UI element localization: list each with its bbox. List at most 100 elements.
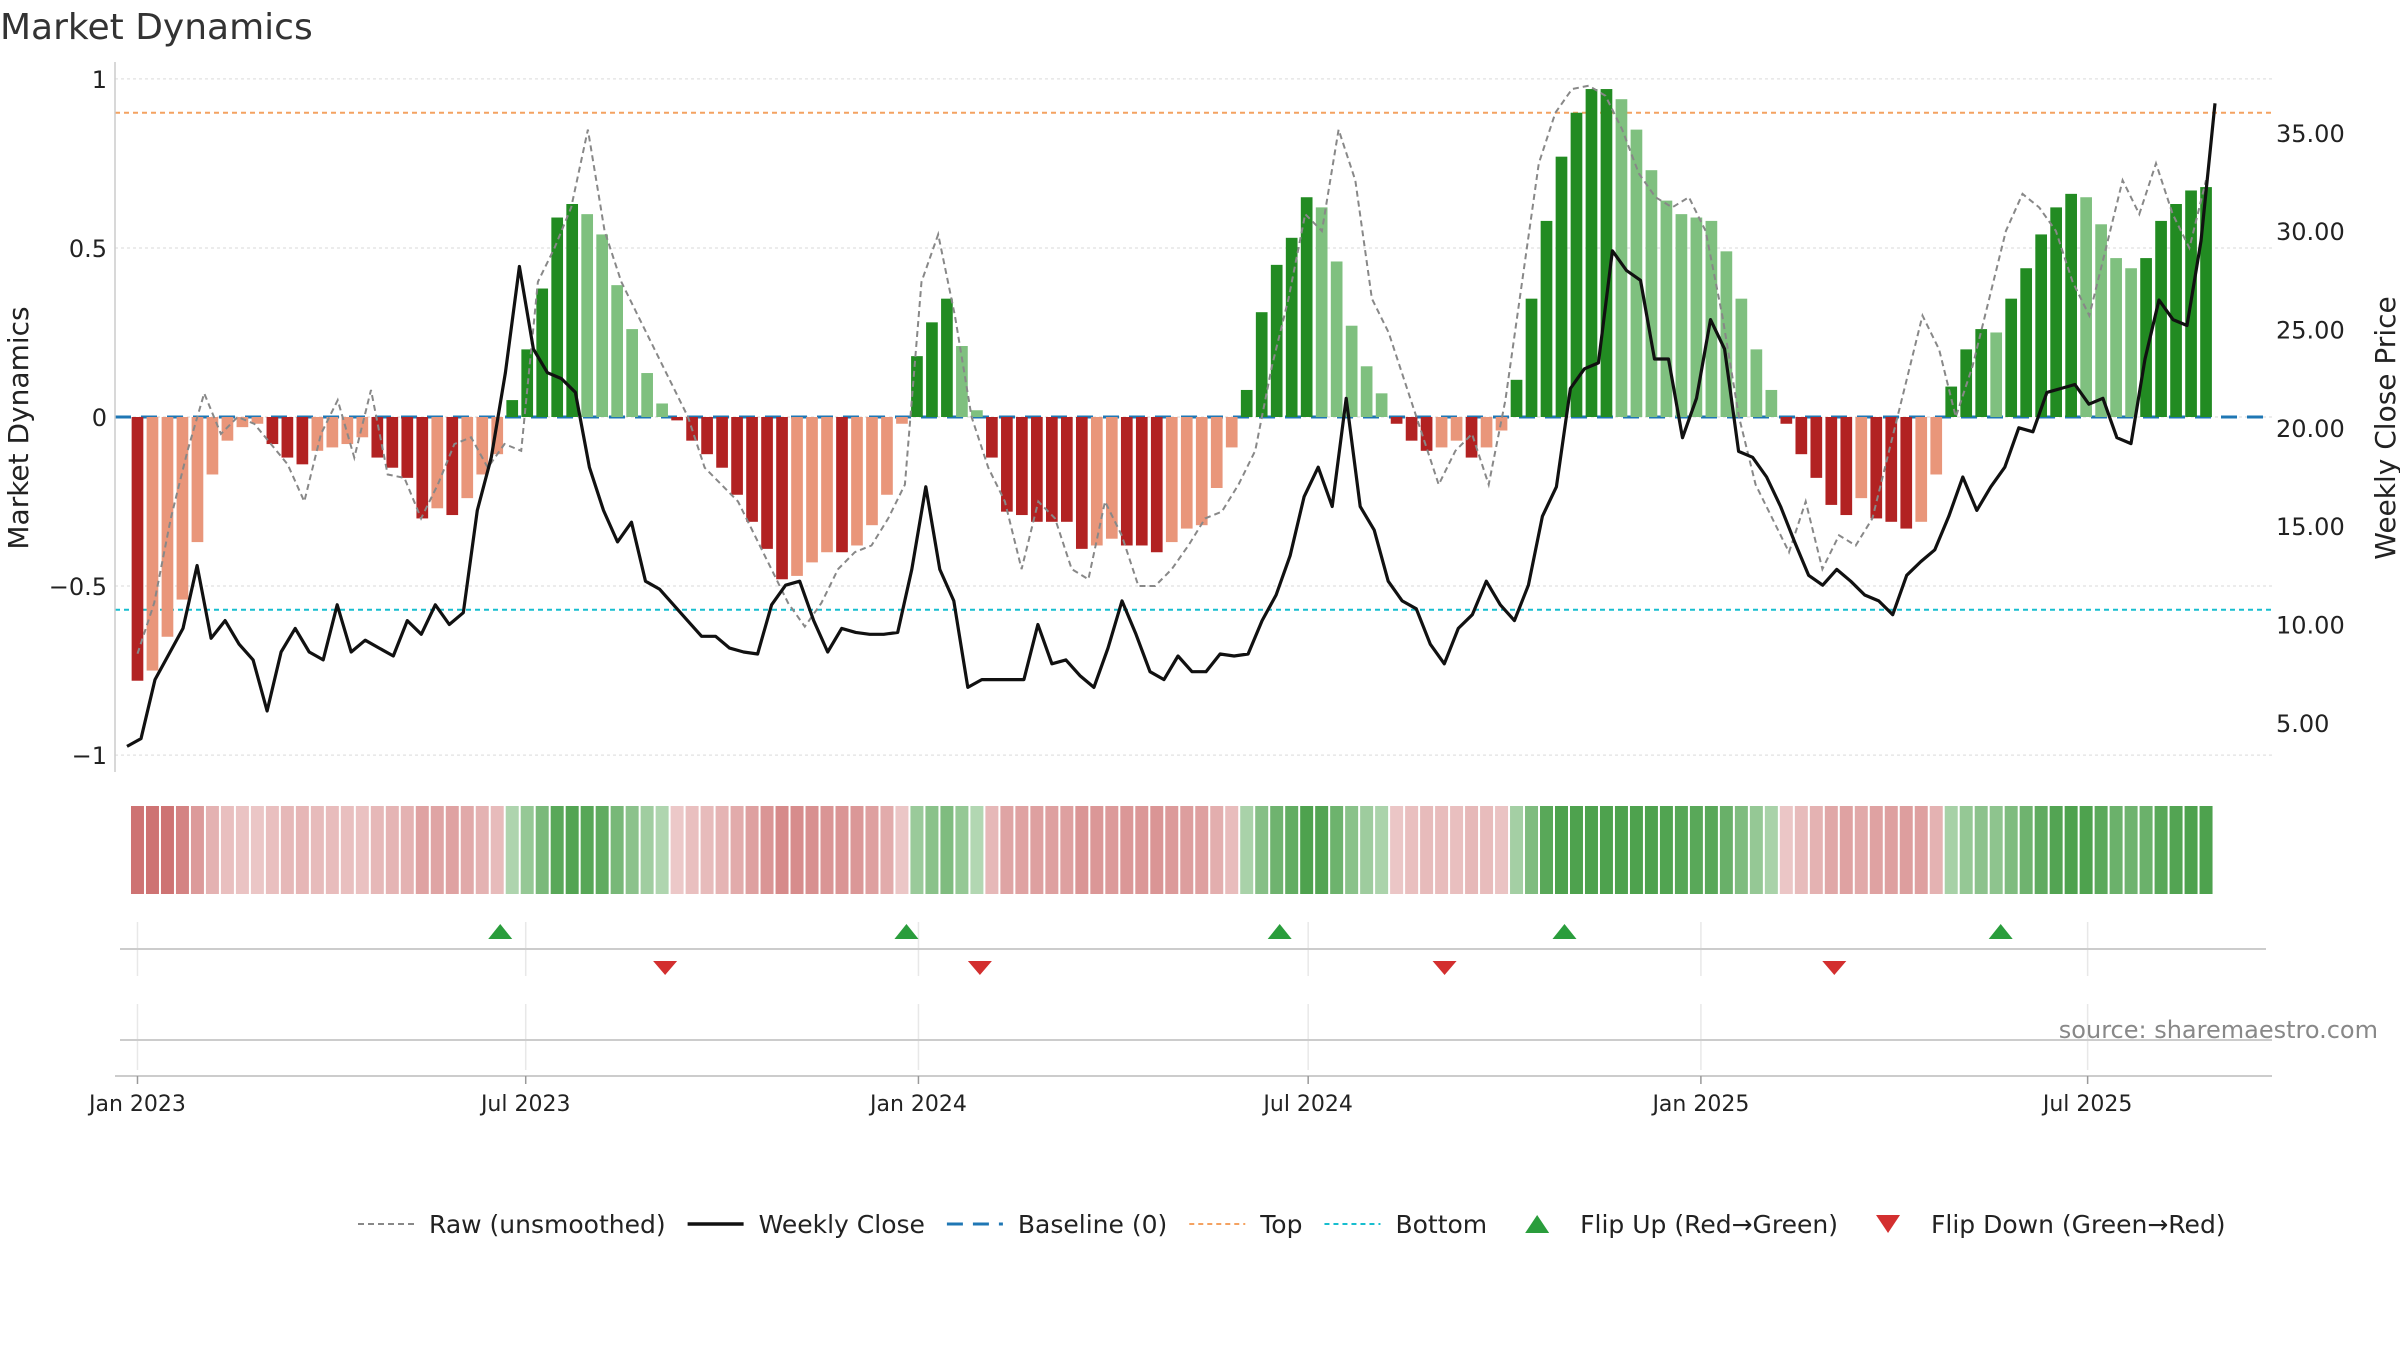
dynamics-bar xyxy=(1780,417,1793,424)
dynamics-bar xyxy=(1735,298,1748,417)
strip-cell xyxy=(1629,806,1643,894)
strip-cell xyxy=(550,806,564,894)
strip-cell xyxy=(595,806,609,894)
dynamics-bar xyxy=(1046,417,1058,522)
dynamics-bar xyxy=(1825,417,1838,505)
dynamics-bar xyxy=(476,417,489,475)
strip-cell xyxy=(1525,806,1539,894)
dynamics-bar xyxy=(2155,220,2167,417)
legend-item-flip-down: Flip Down (Green→Red) xyxy=(1876,1210,2226,1239)
strip-cell xyxy=(445,806,459,894)
strip-cell xyxy=(1255,806,1269,894)
dynamics-bar xyxy=(1240,389,1253,417)
dynamics-bar xyxy=(1210,417,1223,488)
strip-cell xyxy=(1989,806,2003,894)
strip-cell xyxy=(1824,806,1838,894)
strip-cell xyxy=(1764,806,1778,894)
flip-up-marker xyxy=(894,924,919,939)
dynamics-bar xyxy=(2125,268,2137,417)
dynamics-bar xyxy=(821,417,833,553)
dynamics-bar xyxy=(446,417,459,516)
dynamics-bar xyxy=(326,417,339,448)
dynamics-bar xyxy=(251,417,264,424)
dynamics-bar xyxy=(1750,349,1763,417)
strip-cell xyxy=(1450,806,1464,894)
strip-cell xyxy=(130,806,144,894)
strip-cell xyxy=(1225,806,1239,894)
y2-tick-label: 20.00 xyxy=(2276,415,2345,443)
dynamics-bar xyxy=(2095,224,2107,417)
strip-cell xyxy=(1554,806,1568,894)
dynamics-bar xyxy=(221,417,234,441)
flip-up-marker xyxy=(1267,924,1292,939)
strip-cell xyxy=(1510,806,1524,894)
strip-cell xyxy=(1210,806,1224,894)
strip-cell xyxy=(1599,806,1613,894)
dynamics-bar xyxy=(356,417,369,438)
y2-tick-label: 10.00 xyxy=(2276,611,2345,639)
dynamics-bar xyxy=(1720,251,1733,417)
dynamics-bar xyxy=(1225,417,1238,448)
strip-cell xyxy=(205,806,219,894)
dynamics-bar xyxy=(926,322,938,417)
strip-cell xyxy=(1030,806,1044,894)
dynamics-bar xyxy=(431,417,444,509)
dynamics-bar xyxy=(806,417,818,563)
dynamics-bar xyxy=(1600,89,1613,418)
dynamics-bar xyxy=(1255,312,1268,417)
flip-down-marker xyxy=(1822,961,1847,975)
strip-cell xyxy=(1869,806,1883,894)
dynamics-bar xyxy=(1450,417,1463,441)
strip-cell xyxy=(2064,806,2078,894)
dynamics-bar xyxy=(746,417,758,522)
strip-cell xyxy=(325,806,339,894)
dynamics-bar xyxy=(1031,417,1043,522)
dynamics-bar xyxy=(1660,200,1673,417)
dynamics-bar xyxy=(986,417,998,458)
strip-cell xyxy=(265,806,279,894)
flip-down-marker xyxy=(967,961,992,975)
strip-cell xyxy=(640,806,654,894)
legend-item-raw: Raw (unsmoothed) xyxy=(358,1210,666,1239)
x-tick-label: Jul 2024 xyxy=(1261,1092,1353,1117)
y2-tick-label: 35.00 xyxy=(2276,120,2345,148)
strip-cell xyxy=(2094,806,2108,894)
strip-cell xyxy=(340,806,354,894)
strip-cell xyxy=(505,806,519,894)
dynamics-bar xyxy=(1150,417,1163,553)
dynamics-bar xyxy=(1915,417,1928,522)
dynamics-bar xyxy=(2035,234,2048,417)
raw-unsmoothed-line xyxy=(136,84,2207,655)
strip-cell xyxy=(670,806,684,894)
strip-cell xyxy=(1465,806,1479,894)
market-dynamics-axis: 1 0.5 0 −0.5 −1 xyxy=(49,62,116,772)
strip-cell xyxy=(775,806,789,894)
strip-cell xyxy=(1300,806,1314,894)
strip-cell xyxy=(1150,806,1164,894)
dynamics-bars xyxy=(131,89,2212,681)
dynamics-bar xyxy=(656,403,668,417)
dynamics-bar xyxy=(1300,197,1313,417)
strip-cell xyxy=(415,806,429,894)
dynamics-bar xyxy=(1885,417,1898,522)
y2-tick-label: 25.00 xyxy=(2276,316,2345,344)
y-tick-label: 1 xyxy=(92,66,107,94)
dynamics-bar xyxy=(1990,332,2003,417)
x-tick-label: Jan 2023 xyxy=(87,1092,186,1117)
strip-cell xyxy=(1345,806,1359,894)
strip-cell xyxy=(1959,806,1973,894)
dynamics-bar xyxy=(1555,156,1568,417)
strip-cell xyxy=(760,806,774,894)
strip-cell xyxy=(1165,806,1179,894)
strip-cell xyxy=(1120,806,1134,894)
strip-cell xyxy=(685,806,699,894)
strip-cell xyxy=(655,806,669,894)
legend-label: Raw (unsmoothed) xyxy=(429,1210,666,1239)
strip-cell xyxy=(295,806,309,894)
dynamics-bar xyxy=(1105,417,1118,539)
dynamics-bar xyxy=(1405,417,1418,441)
y-tick-label: −0.5 xyxy=(49,573,107,601)
strip-cell xyxy=(1195,806,1209,894)
strip-cell xyxy=(400,806,414,894)
legend-label: Weekly Close xyxy=(759,1210,925,1239)
